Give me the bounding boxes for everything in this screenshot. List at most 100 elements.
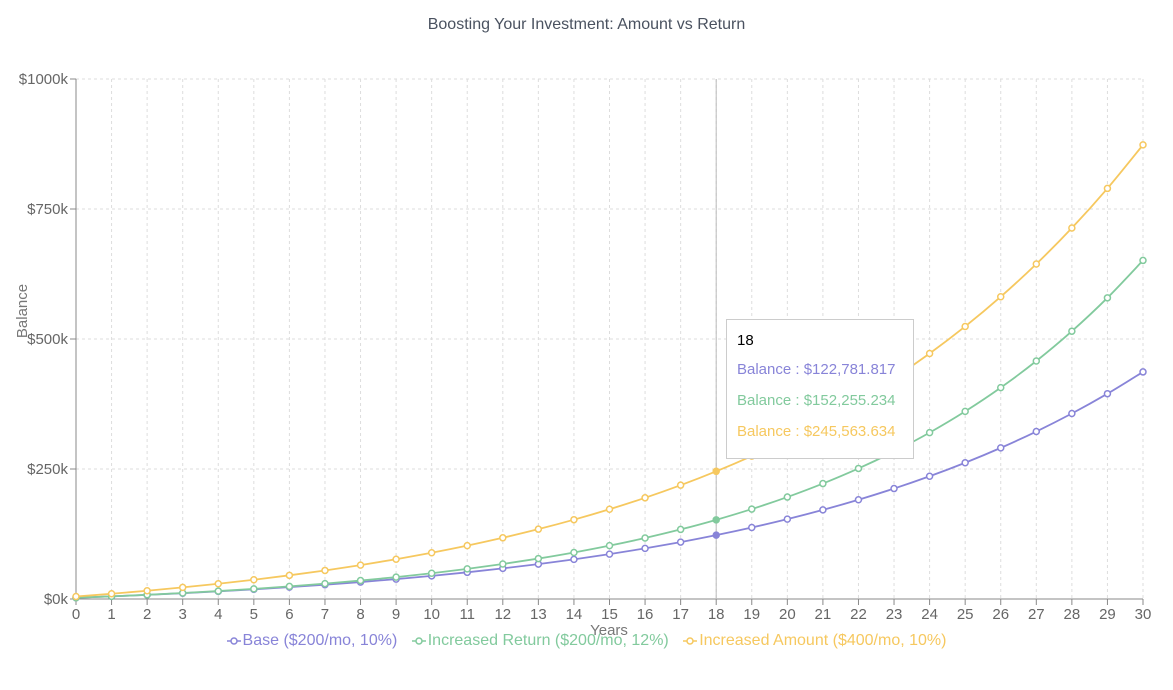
x-tick-label: 0	[72, 606, 80, 623]
data-point	[534, 554, 543, 563]
data-point	[570, 548, 578, 557]
data-point	[605, 505, 614, 514]
data-point	[819, 506, 827, 514]
data-point	[1139, 256, 1147, 265]
data-point	[499, 560, 507, 568]
data-point	[178, 583, 187, 592]
data-point	[107, 590, 116, 598]
x-tick-label: 30	[1135, 606, 1152, 623]
data-point	[1032, 427, 1041, 436]
line-marker-icon	[683, 637, 698, 645]
legend-item-increased-return[interactable]: Increased Return ($200/mo, 12%)	[411, 632, 669, 650]
data-point	[534, 525, 543, 533]
data-point	[285, 571, 294, 580]
tooltip-row-base: Balance : $122,781.817	[737, 361, 896, 378]
data-point	[1139, 141, 1147, 149]
data-point	[605, 541, 614, 550]
x-tick-label: 11	[459, 606, 475, 623]
data-point	[214, 580, 223, 588]
data-point	[427, 548, 436, 557]
tooltip-row-increased-amount: Balance : $245,563.634	[737, 423, 896, 440]
grid-lines	[76, 78, 1144, 599]
data-point	[641, 534, 649, 542]
y-tick-label: $500k	[27, 331, 68, 348]
data-point	[1032, 357, 1041, 365]
data-point	[783, 493, 792, 501]
legend-label: Increased Amount ($400/mo, 10%)	[699, 632, 947, 649]
data-point	[712, 516, 720, 524]
chart-legend: Base ($200/mo, 10%) Increased Return ($2…	[0, 632, 1173, 650]
data-point	[676, 481, 685, 489]
data-point	[890, 484, 898, 493]
x-tick-label: 24	[921, 606, 938, 623]
x-tick-label: 3	[179, 606, 187, 623]
y-tick-label: $0k	[44, 591, 69, 608]
legend-item-increased-amount[interactable]: Increased Amount ($400/mo, 10%)	[683, 632, 946, 650]
y-tick-label: $750k	[27, 201, 68, 218]
series-lines	[72, 141, 1147, 602]
x-tick-label: 19	[743, 606, 760, 623]
data-point	[285, 582, 294, 591]
data-point	[356, 561, 365, 569]
data-point	[925, 349, 934, 358]
x-tick-label: 18	[708, 606, 725, 623]
x-tick-label: 27	[1028, 606, 1045, 623]
data-point	[996, 444, 1005, 452]
x-tick-label: 28	[1064, 606, 1081, 623]
x-tick-label: 9	[392, 606, 400, 623]
x-tick-label: 23	[886, 606, 903, 623]
x-tick-label: 4	[214, 606, 222, 623]
x-tick-label: 22	[850, 606, 867, 623]
data-point	[961, 458, 969, 467]
legend-item-base[interactable]: Base ($200/mo, 10%)	[226, 632, 398, 650]
chart-title: Boosting Your Investment: Amount vs Retu…	[427, 16, 746, 33]
data-point	[961, 407, 969, 416]
data-point	[996, 292, 1005, 301]
data-point	[748, 505, 756, 513]
y-axis-title: Balance	[14, 284, 31, 338]
data-point	[392, 573, 400, 581]
x-tick-label: 20	[779, 606, 796, 623]
legend-label: Base ($200/mo, 10%)	[242, 632, 398, 649]
data-point	[1032, 260, 1041, 268]
data-point	[570, 515, 578, 524]
x-tick-label: 25	[957, 606, 974, 623]
data-point	[925, 428, 934, 437]
x-tick-labels: 0 1 2 3 4 5 6 7 8 9 10 11 12 13 14 15 16 17 18 19 20 21 22 23 24…	[72, 606, 1152, 623]
data-point	[72, 592, 80, 601]
x-tick-label: 21	[815, 606, 832, 623]
data-point	[499, 534, 507, 542]
x-tick-label: 15	[601, 606, 618, 623]
data-point	[356, 576, 365, 585]
tooltip-row-increased-return: Balance : $152,255.234	[737, 392, 896, 409]
data-point	[712, 531, 720, 539]
x-tick-label: 14	[566, 606, 583, 623]
data-point	[250, 575, 258, 584]
data-point	[676, 525, 685, 534]
x-tick-label: 13	[530, 606, 547, 623]
data-point	[1068, 224, 1076, 232]
data-point	[925, 472, 934, 481]
y-tick-labels: $0k $250k $500k $750k $1000k	[19, 71, 69, 608]
x-tick-label: 10	[423, 606, 440, 623]
data-point	[748, 523, 756, 532]
data-point	[854, 464, 863, 473]
data-point	[961, 322, 969, 331]
data-point	[570, 555, 578, 564]
line-marker-icon	[411, 637, 426, 645]
x-tick-label: 2	[143, 606, 151, 623]
data-point	[463, 565, 471, 573]
x-tick-label: 12	[494, 606, 511, 623]
data-point	[143, 586, 151, 595]
data-point	[1068, 327, 1076, 335]
data-point	[427, 569, 436, 577]
x-tick-label: 5	[250, 606, 258, 623]
data-point	[1103, 294, 1112, 302]
data-point	[463, 541, 471, 550]
data-point	[641, 544, 649, 553]
data-point	[321, 579, 329, 588]
data-point	[1103, 184, 1112, 193]
x-tick-label: 1	[107, 606, 115, 623]
data-point	[1139, 368, 1147, 376]
data-point	[1103, 389, 1112, 398]
